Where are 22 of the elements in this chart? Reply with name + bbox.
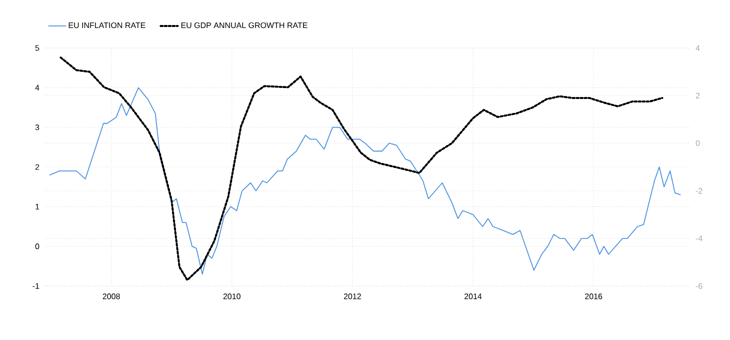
- x-tick-label: 2016: [585, 294, 602, 300]
- line-series: [49, 87, 681, 275]
- y-tick-label: 5: [35, 45, 40, 51]
- x-tick-label: 2008: [102, 294, 120, 300]
- y-tick-label: 2: [35, 164, 40, 170]
- y-tick-label: 3: [35, 124, 40, 130]
- y-tick-label: 0: [35, 244, 40, 250]
- y2-tick-label: -2: [696, 188, 702, 194]
- y-tick-label: 4: [35, 84, 40, 90]
- y-tick-label: 1: [36, 204, 40, 210]
- y2-tick-label: -6: [696, 283, 702, 289]
- line-series: [60, 56, 664, 282]
- x-tick-label: 2014: [464, 294, 482, 300]
- y2-tick-label: 4: [696, 45, 700, 51]
- x-tick-label: 2012: [344, 294, 361, 300]
- legend-label: EU INFLATION RATE: [68, 22, 146, 28]
- y2-tick-label: 2: [696, 92, 700, 98]
- y-tick-label: -1: [32, 283, 40, 289]
- y2-tick-label: 0: [696, 140, 700, 146]
- x-tick-label: 2010: [223, 294, 240, 300]
- y2-tick-label: -4: [696, 236, 702, 242]
- legend-label: EU GDP ANNUAL GROWTH RATE: [181, 22, 308, 28]
